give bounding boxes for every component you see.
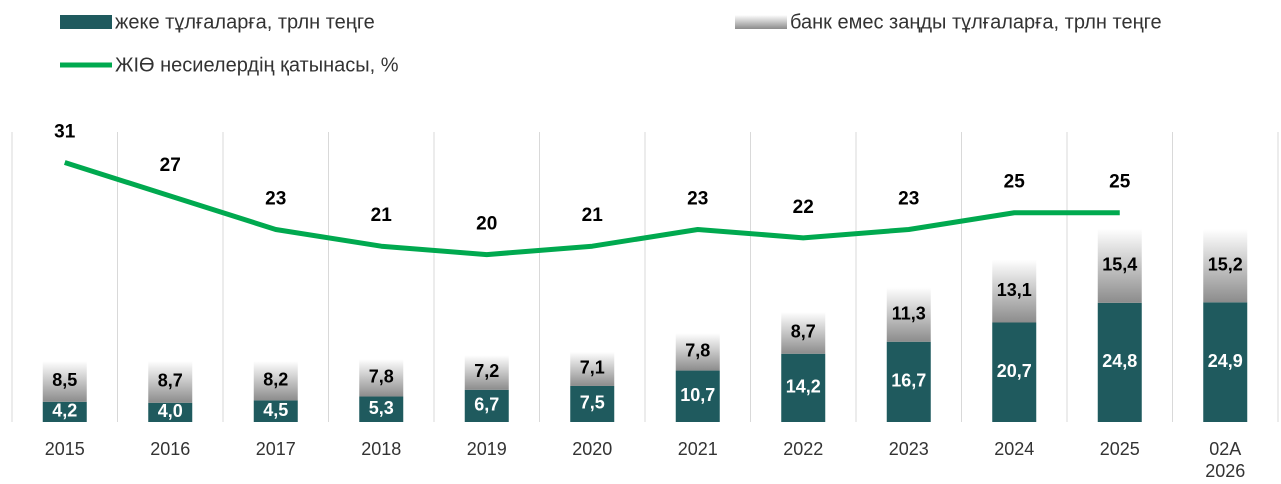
data-label: 27	[160, 155, 181, 176]
legend-label: банк емес заңды тұлғаларға, трлн теңге	[790, 11, 1162, 33]
bar-segment	[148, 402, 193, 422]
bar-segment	[886, 341, 931, 422]
data-label: 25	[1004, 172, 1026, 193]
x-tick-label: 2015	[44, 439, 85, 459]
bar-segment	[359, 396, 404, 422]
data-label: 8,2	[263, 369, 288, 389]
data-label: 4,5	[263, 400, 288, 420]
bar-segment	[1203, 229, 1248, 303]
data-label: 31	[54, 122, 76, 143]
data-label: 23	[898, 188, 919, 209]
data-label: 7,8	[685, 341, 710, 361]
bar-segment	[570, 385, 615, 422]
legend-swatch	[60, 15, 112, 29]
bar-segment	[1097, 302, 1142, 422]
bar-segment	[253, 360, 298, 401]
x-tick-label: 2020	[572, 439, 613, 459]
data-label: 20,7	[997, 361, 1032, 381]
bar-segment	[148, 360, 193, 403]
data-label: 15,2	[1208, 255, 1243, 275]
x-tick-label: 2018	[361, 439, 402, 459]
data-label: 6,7	[474, 395, 499, 415]
bar-segment	[675, 370, 720, 422]
bar-segment	[886, 287, 931, 342]
x-tick-label: 2021	[677, 439, 718, 459]
bar-segment	[464, 389, 509, 422]
data-label: 20	[476, 214, 497, 235]
line	[63, 160, 1120, 258]
data-label: 13,1	[997, 280, 1032, 300]
bar-segment	[675, 333, 720, 371]
data-label: 7,5	[580, 393, 605, 413]
data-label: 24,9	[1208, 351, 1243, 371]
bar-segment	[42, 401, 87, 422]
x-tick-label: 2025	[1099, 439, 1140, 459]
bar-segment	[464, 355, 509, 390]
data-label: 14,2	[786, 377, 821, 397]
x-tick-label: 2019	[466, 439, 507, 459]
legend-label: жеке тұлғаларға, трлн теңге	[115, 11, 375, 33]
data-label: 11,3	[892, 303, 926, 323]
legend-label: ЖІӨ несиелердің қатынасы, %	[115, 54, 399, 76]
data-label: 24,8	[1102, 351, 1137, 371]
data-label: 15,4	[1102, 255, 1137, 275]
x-tick-label: 2017	[255, 439, 296, 459]
data-label: 8,7	[791, 322, 816, 342]
data-label: 23	[687, 188, 708, 209]
bar-segment	[992, 259, 1037, 323]
data-label: 8,7	[158, 371, 183, 391]
data-label: 7,8	[369, 367, 394, 387]
data-label: 7,1	[580, 358, 605, 378]
bar-segment	[1203, 302, 1248, 422]
data-label: 4,2	[52, 401, 77, 421]
data-label: 21	[582, 205, 604, 226]
legend-swatch	[735, 15, 787, 29]
data-label: 25	[1109, 172, 1131, 193]
bar-segment	[992, 322, 1037, 422]
data-label: 5,3	[369, 398, 394, 418]
bar-segment	[781, 311, 826, 354]
x-tick-label: 2022	[783, 439, 824, 459]
x-tick-label: 2016	[150, 439, 191, 459]
data-label: 16,7	[891, 371, 926, 391]
x-tick-label: 2023	[888, 439, 929, 459]
x-tick-label: 02А 2026	[1205, 439, 1246, 481]
x-tick-label: 2024	[994, 439, 1035, 459]
bar-segment	[1097, 228, 1142, 303]
data-label: 21	[371, 205, 393, 226]
data-label: 7,2	[474, 361, 499, 381]
data-label: 4,0	[158, 401, 183, 421]
data-label: 22	[793, 197, 814, 218]
data-label: 10,7	[680, 385, 715, 405]
bar-segment	[359, 359, 404, 397]
bar-segment	[781, 353, 826, 422]
data-label: 23	[265, 188, 286, 209]
bar-segment	[253, 400, 298, 422]
bar-segment	[42, 360, 87, 402]
bar-segment	[570, 351, 615, 386]
data-label: 8,5	[52, 370, 77, 390]
